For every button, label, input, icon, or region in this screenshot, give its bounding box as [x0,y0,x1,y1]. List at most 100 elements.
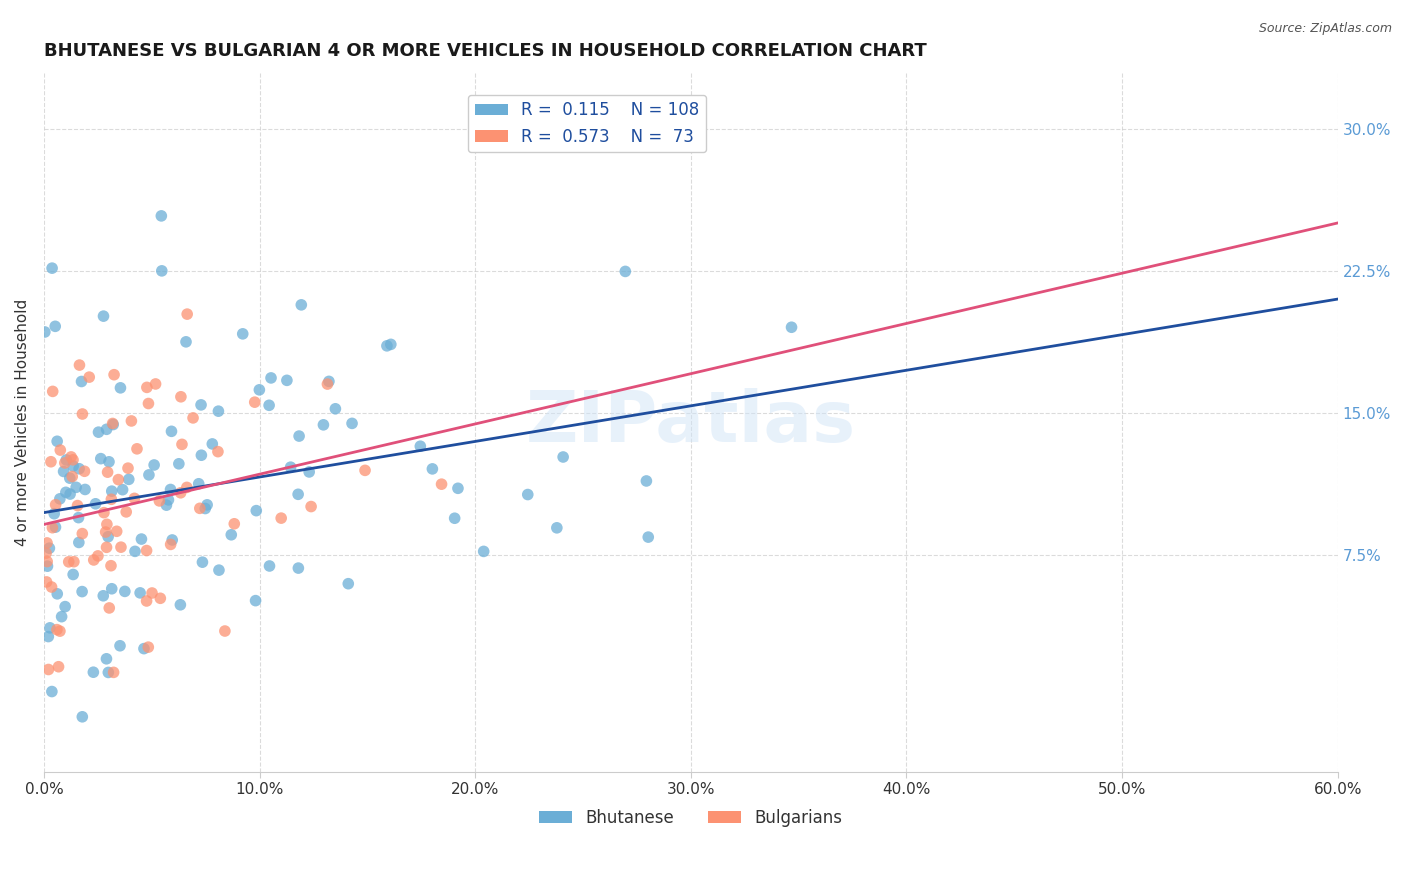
Point [194,501,217,516]
Point [53,599,76,614]
Point [52,465,75,479]
Point [131,532,153,546]
Point [270,511,292,525]
Point [96,541,118,555]
Point [105,524,128,539]
Point [73,483,96,497]
Point [93,309,115,323]
Point [135,594,157,608]
Point [159,483,181,497]
Point [60,450,83,464]
Point [98,455,121,469]
Point [96,422,118,436]
Point [120,414,142,428]
Point [155,498,177,512]
Point [129,586,152,600]
Point [354,463,377,477]
Point [170,390,193,404]
Point [46,587,69,601]
Point [107,473,129,487]
Point [318,375,340,389]
Point [245,503,267,517]
Point [160,533,183,547]
Point [176,307,198,321]
Point [443,511,465,525]
Point [380,337,402,351]
Point [93,506,115,520]
Point [546,521,568,535]
Point [70,375,93,389]
Point [37,663,59,677]
Point [48,659,70,673]
Point [472,544,495,558]
Point [49,624,72,639]
Point [138,396,160,410]
Point [111,483,134,497]
Text: Source: ZipAtlas.com: Source: ZipAtlas.com [1258,22,1392,36]
Point [287,487,309,501]
Point [190,398,212,412]
Point [97,465,120,479]
Point [247,383,270,397]
Point [77,370,100,384]
Point [259,559,281,574]
Point [150,264,173,278]
Point [39,621,62,635]
Point [35,536,58,550]
Point [96,652,118,666]
Point [100,558,122,573]
Point [110,381,132,395]
Point [87,549,110,563]
Point [337,576,360,591]
Point [167,457,190,471]
Point [207,404,229,418]
Point [39,455,62,469]
Point [299,500,322,514]
Point [132,641,155,656]
Point [207,444,229,458]
Point [214,624,236,638]
Legend: Bhutanese, Bulgarians: Bhutanese, Bulgarians [533,802,849,834]
Point [44,507,66,521]
Point [69,358,91,372]
Point [195,498,218,512]
Point [201,437,224,451]
Point [298,465,321,479]
Point [243,395,266,409]
Point [55,453,77,467]
Point [34,325,56,339]
Point [67,461,90,475]
Point [316,377,339,392]
Point [100,492,122,507]
Text: BHUTANESE VS BULGARIAN 4 OR MORE VEHICLES IN HOUSEHOLD CORRELATION CHART: BHUTANESE VS BULGARIAN 4 OR MORE VEHICLE… [44,42,927,60]
Point [67,535,90,549]
Point [260,371,283,385]
Point [190,448,212,462]
Point [340,417,363,431]
Point [135,380,157,394]
Point [49,443,72,458]
Point [35,546,58,560]
Point [136,640,159,655]
Point [181,411,204,425]
Point [51,609,73,624]
Point [41,261,63,276]
Point [38,541,60,556]
Point [135,543,157,558]
Point [72,407,94,421]
Point [59,487,82,501]
Point [100,484,122,499]
Point [97,530,120,544]
Point [63,555,86,569]
Point [159,537,181,551]
Point [41,580,63,594]
Point [176,480,198,494]
Point [67,510,90,524]
Point [141,586,163,600]
Point [138,467,160,482]
Point [37,630,59,644]
Point [245,593,267,607]
Point [191,555,214,569]
Point [276,373,298,387]
Point [55,485,77,500]
